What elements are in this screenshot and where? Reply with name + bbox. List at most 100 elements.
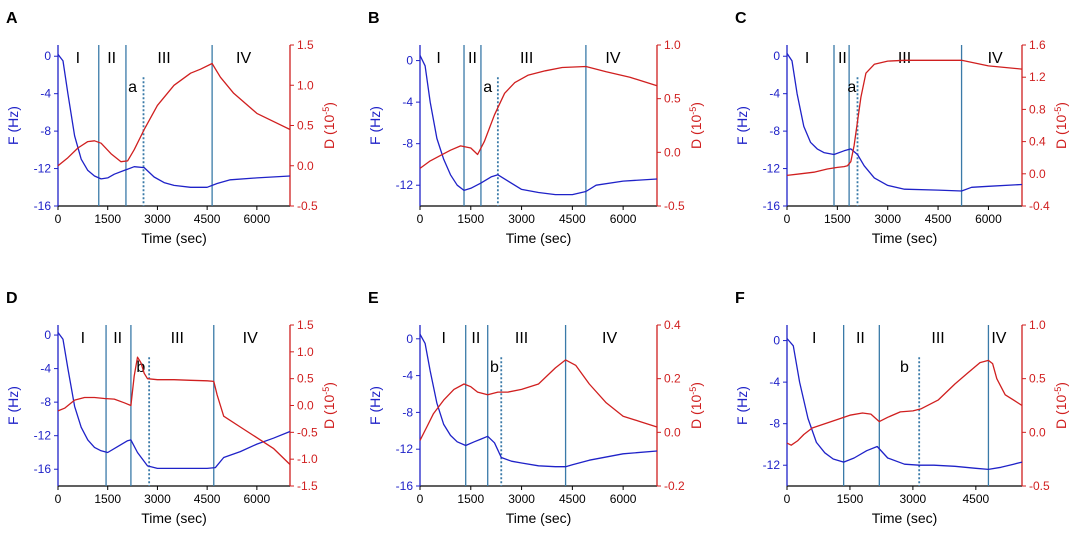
left-y-tick-label: -12 [34,429,52,443]
x-axis-title: Time (sec) [506,230,572,246]
left-y-tick-label: 0 [44,328,51,342]
left-y-tick-label: -4 [769,87,780,101]
series-d-line [786,59,1023,177]
series-f-line [419,55,658,196]
right-y-tick-label: -0.4 [1029,199,1050,213]
region-label: II [107,50,116,67]
right-y-tick-label: 1.2 [1029,70,1046,84]
x-tick-label: 1500 [457,492,484,506]
right-y-title-exponent: -5 [321,107,331,115]
region-label: I [76,50,80,67]
right-y-title-text: D (10 [321,115,337,149]
x-tick-label: 0 [417,212,424,226]
right-y-title-close: ) [688,102,704,107]
event-marker-label: a [483,79,492,96]
right-y-title-text: D (10 [688,395,704,429]
right-y-tick-label: 0.0 [664,425,681,439]
left-y-tick-label: 0 [773,334,780,348]
x-tick-label: 6000 [975,212,1002,226]
region-label: IV [605,50,620,67]
right-y-title-exponent: -5 [1053,107,1063,115]
series-d-line [419,65,658,169]
series-f-line [786,338,1023,471]
x-axis-title: Time (sec) [141,230,207,246]
panel-d: D 0 1500 3000 4500 6000 0 -4 -8 -12 -16 -1.5 -1.0 -0.… [5,290,337,526]
x-tick-label: 3000 [900,492,927,506]
region-label: II [471,330,480,347]
x-tick-label: 4500 [194,212,221,226]
right-y-title-text: D (10 [1053,395,1069,429]
right-y-title-exponent: -5 [321,387,331,395]
series-d-line [57,356,291,465]
right-y-tick-label: 0.0 [1029,167,1046,181]
x-tick-label: 0 [784,212,791,226]
left-y-axis-title: F (Hz) [367,106,383,145]
right-y-title-exponent: -5 [688,107,698,115]
x-tick-label: 1500 [457,212,484,226]
panel-b: B 0 1500 3000 4500 6000 0 -4 -8 -12 -0.5 0.0 0.5 1.0 T… [367,10,704,246]
right-y-title-exponent: -5 [688,387,698,395]
left-y-tick-label: -8 [40,395,51,409]
right-y-tick-label: -0.5 [297,425,318,439]
right-y-title-close: ) [321,102,337,107]
region-label: IV [988,50,1003,67]
left-y-tick-label: -8 [769,124,780,138]
region-label: I [81,330,85,347]
panel-e: E 0 1500 3000 4500 6000 0 -4 -8 -12 -16 -0.2 0.0 0.2 0… [367,290,704,526]
right-y-title-exponent: -5 [1053,387,1063,395]
right-y-title-close: ) [321,382,337,387]
x-tick-label: 0 [784,492,791,506]
right-y-tick-label: -0.5 [664,199,685,213]
panel-f: F 0 1500 3000 4500 0 -4 -8 -12 -0.5 0.0 0.5 1.0 Time … [734,290,1069,526]
series-f-line [419,333,658,468]
left-y-tick-label: -8 [769,417,780,431]
right-y-axis-title: D (10-5) [1053,382,1069,429]
x-tick-label: 3000 [144,212,171,226]
event-marker-label: b [900,359,909,376]
left-y-tick-label: -12 [763,162,781,176]
right-y-tick-label: -0.5 [1029,479,1050,493]
event-marker-label: b [490,359,499,376]
right-y-tick-label: 0.0 [297,159,314,173]
left-y-axis-title: F (Hz) [734,386,750,425]
right-y-title-close: ) [1053,102,1069,107]
right-y-title-text: D (10 [1053,115,1069,149]
region-label: III [171,330,184,347]
region-label: II [468,50,477,67]
x-tick-label: 3000 [874,212,901,226]
panel-c: C 0 1500 3000 4500 6000 0 -4 -8 -12 -16 -0.4 0.0 0.4 0… [734,10,1069,246]
left-y-tick-label: -4 [402,95,413,109]
right-y-axis-title: D (10-5) [1053,102,1069,149]
right-y-tick-label: 1.5 [297,318,314,332]
right-y-title-close: ) [688,382,704,387]
x-axis-title: Time (sec) [506,510,572,526]
x-axis-title: Time (sec) [872,510,938,526]
region-label: II [838,50,847,67]
region-label: III [515,330,528,347]
right-y-tick-label: 0.0 [297,399,314,413]
left-y-tick-label: -16 [34,199,52,213]
left-y-tick-label: -16 [396,479,414,493]
x-tick-label: 4500 [559,492,586,506]
left-y-tick-label: 0 [406,54,413,68]
x-tick-label: 6000 [610,492,637,506]
right-y-axis-title: D (10-5) [688,102,704,149]
right-y-tick-label: -1.5 [297,479,318,493]
right-y-tick-label: 1.0 [297,78,314,92]
x-tick-label: 4500 [194,492,221,506]
left-y-tick-label: -8 [40,124,51,138]
x-axis-title: Time (sec) [141,510,207,526]
panel-letter: C [735,10,747,27]
x-tick-label: 1500 [94,492,121,506]
right-y-tick-label: 1.0 [664,38,681,52]
right-y-axis-title: D (10-5) [321,102,337,149]
series-d-line [57,62,291,167]
event-marker-label: b [136,359,145,376]
left-y-axis-title: F (Hz) [367,386,383,425]
series-d-line [786,359,1023,446]
right-y-tick-label: 0.5 [297,119,314,133]
panel-a: A 0 1500 3000 4500 6000 0 -4 -8 -12 -16 -0.5 0.0 0.5 1… [5,10,337,246]
x-tick-label: 6000 [610,212,637,226]
right-y-tick-label: 0.5 [297,372,314,386]
